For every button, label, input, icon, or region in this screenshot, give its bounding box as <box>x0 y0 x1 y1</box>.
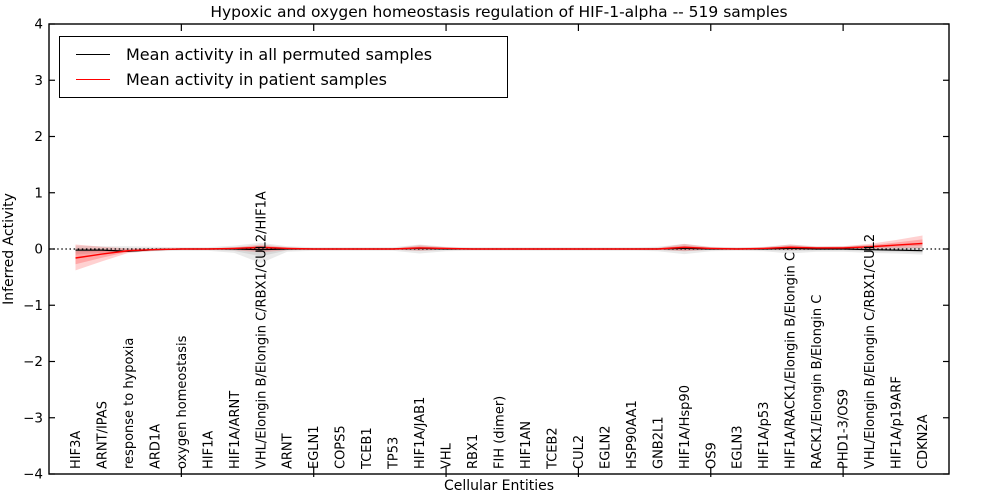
x-category-label: HIF1A/p19ARF <box>890 376 905 469</box>
x-category-label: RBX1 <box>466 434 481 469</box>
x-category-label: HIF1A/ARNT <box>228 391 243 469</box>
x-category-label: EGLN3 <box>731 425 746 469</box>
x-category-label: oxygen homeostasis <box>175 335 190 469</box>
x-category-label: TCEB2 <box>545 427 560 470</box>
x-category-label: EGLN2 <box>598 425 613 469</box>
x-category-label: TP53 <box>387 437 402 470</box>
legend-line-patient-icon <box>76 79 110 80</box>
x-category-label: EGLN1 <box>307 425 322 469</box>
x-category-label: ARNT <box>281 433 296 469</box>
x-category-label: COPS5 <box>334 425 349 469</box>
chart-title: Hypoxic and oxygen homeostasis regulatio… <box>210 3 788 21</box>
y-tick-label: 0 <box>34 242 43 258</box>
x-category-label: HIF1A/JAB1 <box>413 397 428 469</box>
x-axis-title: Cellular Entities <box>443 478 555 494</box>
x-category-label: VHL/Elongin B/Elongin C/RBX1/CUL2 <box>863 234 878 469</box>
y-tick-label: −3 <box>23 410 43 426</box>
y-tick-label: −4 <box>23 467 43 483</box>
y-tick-label: 4 <box>34 17 43 33</box>
x-category-label: VHL <box>440 442 455 469</box>
x-category-label: GNB2L1 <box>651 416 666 469</box>
x-category-label: CUL2 <box>572 435 587 469</box>
x-category-label: ARD1A <box>148 424 163 469</box>
x-category-label: HIF1A/p53 <box>757 402 772 469</box>
x-category-label: HIF3A <box>69 431 84 469</box>
legend-label-patient: Mean activity in patient samples <box>126 70 387 89</box>
x-category-label: HIF1A/Hsp90 <box>678 385 693 469</box>
x-category-label: FIH (dimer) <box>493 396 508 469</box>
y-tick-label: 3 <box>34 73 43 89</box>
legend-item-permuted: Mean activity in all permuted samples <box>72 45 495 64</box>
x-category-label: HIF1A/RACK1/Elongin B/Elongin C <box>784 252 799 469</box>
x-category-label: response to hypoxia <box>122 338 137 469</box>
legend-label-permuted: Mean activity in all permuted samples <box>126 45 433 64</box>
x-category-label: OS9 <box>704 442 719 469</box>
x-category-label: HIF1A <box>201 431 216 469</box>
y-tick-label: −1 <box>23 298 43 314</box>
legend: Mean activity in all permuted samples Me… <box>59 36 508 98</box>
y-tick-label: 1 <box>34 185 43 201</box>
x-category-label: PHD1-3/OS9 <box>837 389 852 469</box>
legend-item-patient: Mean activity in patient samples <box>72 70 495 89</box>
x-category-label: VHL/Elongin B/Elongin C/RBX1/CUL2/HIF1A <box>254 191 269 469</box>
y-tick-label: 2 <box>34 129 43 145</box>
x-category-label: RACK1/Elongin B/Elongin C <box>810 295 825 469</box>
legend-line-permuted-icon <box>76 54 110 55</box>
x-category-label: HIF1AN <box>519 421 534 469</box>
x-category-label: CDKN2A <box>916 414 931 469</box>
x-category-label: HSP90AA1 <box>625 400 640 469</box>
y-axis-title: Inferred Activity <box>1 193 17 305</box>
y-tick-label: −2 <box>23 354 43 370</box>
series-line-patient <box>75 242 923 259</box>
x-category-label: TCEB1 <box>360 427 375 470</box>
x-category-label: ARNT/IPAS <box>95 401 110 469</box>
